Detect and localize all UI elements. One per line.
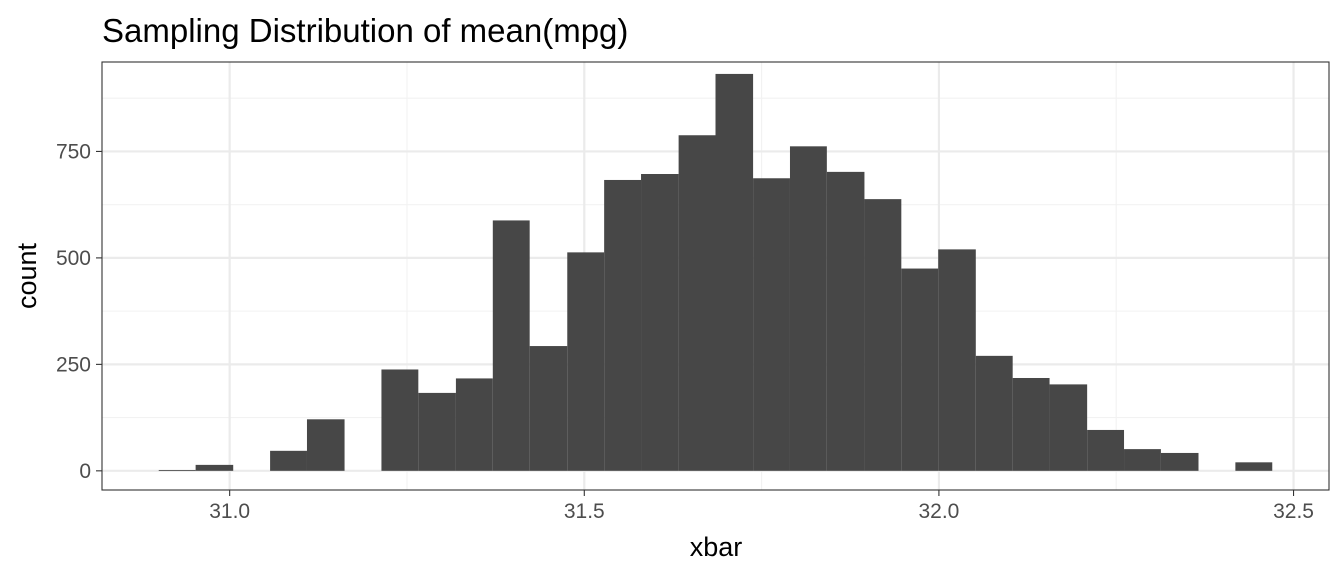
y-axis-title: count [12, 242, 42, 309]
histogram-bar [864, 199, 902, 471]
y-tick-label: 500 [56, 247, 91, 270]
histogram-bar [306, 419, 345, 471]
x-axis-title: xbar [690, 532, 743, 562]
y-tick-label: 750 [56, 140, 91, 163]
histogram-bar [938, 249, 976, 471]
histogram-bar [826, 171, 865, 471]
chart-title: Sampling Distribution of mean(mpg) [102, 12, 628, 49]
histogram-bar [195, 464, 234, 471]
histogram-bar [270, 450, 307, 471]
x-tick-label: 31.5 [564, 500, 605, 523]
y-tick-label: 0 [79, 460, 91, 483]
y-tick-label: 250 [56, 353, 91, 376]
histogram-bar [1124, 449, 1161, 471]
histogram-bar [455, 378, 493, 471]
histogram-bar [381, 369, 419, 471]
histogram-bar [1049, 384, 1088, 471]
histogram-bar [158, 469, 196, 471]
histogram-bar [604, 179, 642, 471]
histogram-bar [641, 174, 679, 471]
histogram-bars [158, 73, 1273, 471]
histogram-bar [901, 268, 939, 471]
histogram-bar [1012, 377, 1050, 471]
histogram-bar [418, 392, 456, 471]
histogram-bar [715, 73, 754, 471]
histogram-bar [492, 220, 530, 471]
histogram-bar [975, 355, 1013, 471]
histogram-bar [789, 146, 827, 471]
histogram-bar [1235, 462, 1273, 471]
histogram-bar [567, 252, 605, 471]
x-tick-label: 31.0 [209, 500, 250, 523]
histogram-bar [1087, 429, 1125, 471]
y-axis: 0 250 500 750 [56, 140, 102, 483]
panel-border [101, 61, 1330, 491]
histogram-bar [753, 178, 790, 471]
histogram-bar [678, 135, 716, 471]
x-axis: 31.0 31.5 32.0 32.5 [209, 490, 1314, 523]
histogram-bar [529, 346, 568, 471]
x-tick-label: 32.5 [1273, 500, 1314, 523]
x-tick-label: 32.0 [918, 500, 959, 523]
histogram-bar [1160, 452, 1199, 471]
